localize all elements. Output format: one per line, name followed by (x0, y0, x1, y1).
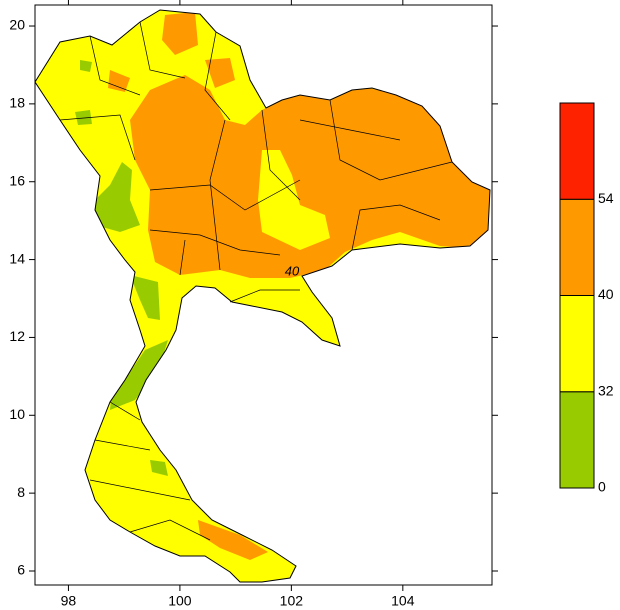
y-tick-label: 16 (9, 172, 25, 188)
zone-orange (130, 75, 490, 278)
x-tick-label: 104 (391, 593, 415, 609)
y-tick-label: 10 (9, 406, 25, 422)
province-borders (59, 21, 453, 541)
map-frame (34, 4, 493, 586)
y-tick-label: 8 (17, 484, 25, 500)
color-legend: 0 32 40 54 (559, 102, 614, 495)
legend-bin (559, 295, 595, 393)
y-tick-label: 20 (9, 17, 25, 33)
legend-bin (559, 102, 595, 200)
legend-label: 40 (598, 286, 614, 302)
y-tick-label: 18 (9, 95, 25, 111)
y-tick-label: 14 (9, 250, 25, 266)
legend-label: 54 (598, 190, 614, 206)
x-tick-label: 100 (168, 593, 192, 609)
zone-green (75, 60, 168, 476)
x-tick-label: 98 (61, 593, 77, 609)
y-tick-label: 6 (17, 562, 25, 578)
contour-label: 40 (285, 263, 300, 278)
y-tick-label: 12 (9, 328, 25, 344)
x-tick-label: 102 (280, 593, 304, 609)
axes: 98 100 102 104 6 8 10 12 14 16 18 20 (9, 0, 498, 609)
legend-bin (559, 391, 595, 489)
legend-label: 32 (598, 382, 614, 398)
legend-bin (559, 198, 595, 296)
legend-label: 0 (598, 479, 606, 495)
